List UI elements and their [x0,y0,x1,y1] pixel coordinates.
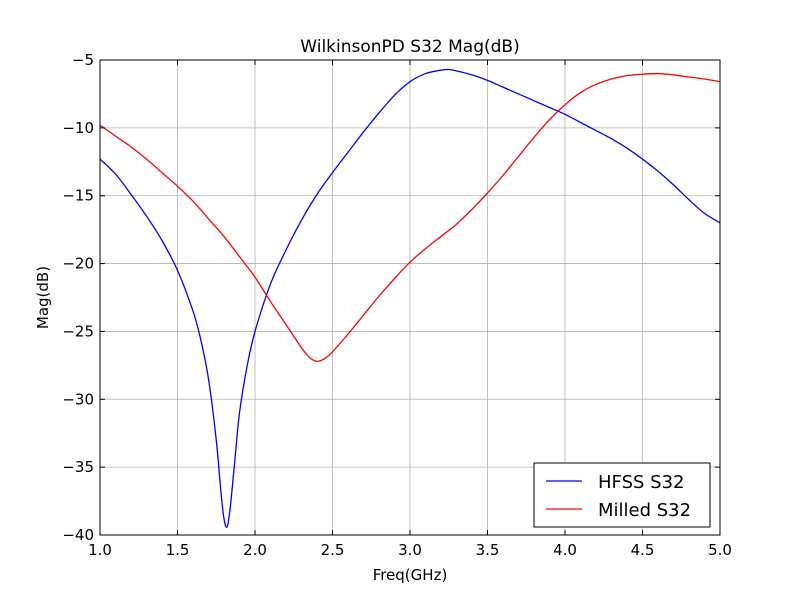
x-tick-label: 5.0 [708,541,732,559]
x-tick-label: 1.0 [88,541,112,559]
y-tick-label: −25 [62,322,94,340]
x-tick-label: 3.0 [398,541,422,559]
legend-box [533,462,711,528]
y-tick-label: −15 [62,187,94,205]
y-tick-label: −20 [62,255,94,273]
y-tick-label: −35 [62,458,94,476]
y-tick-label: −30 [62,390,94,408]
legend: HFSS S32 Milled S32 [533,462,711,528]
ticks: 1.0 1.5 2.0 2.5 3.0 3.5 4.0 4.5 5.0 −5 −10 −15 −20 −2… [62,51,732,559]
legend-label-milled-s32: Milled S32 [598,500,691,521]
x-tick-label: 2.5 [321,541,345,559]
x-axis-title: Freq(GHz) [373,566,448,584]
x-tick-label: 4.5 [631,541,655,559]
x-tick-label: 3.5 [476,541,500,559]
series-group [99,68,721,528]
y-axis-title: Mag(dB) [34,266,52,329]
x-tick-label: 4.0 [553,541,577,559]
y-tick-label: −5 [72,51,94,69]
y-tick-label: −40 [62,526,94,544]
chart-title: WilkinsonPD S32 Mag(dB) [300,37,519,57]
legend-label-hfss-s32: HFSS S32 [598,472,684,493]
x-tick-label: 2.0 [243,541,267,559]
x-tick-label: 1.5 [166,541,190,559]
series-line-milled-s32 [99,72,721,362]
series-line-hfss-s32 [99,68,721,528]
y-tick-label: −10 [62,119,94,137]
